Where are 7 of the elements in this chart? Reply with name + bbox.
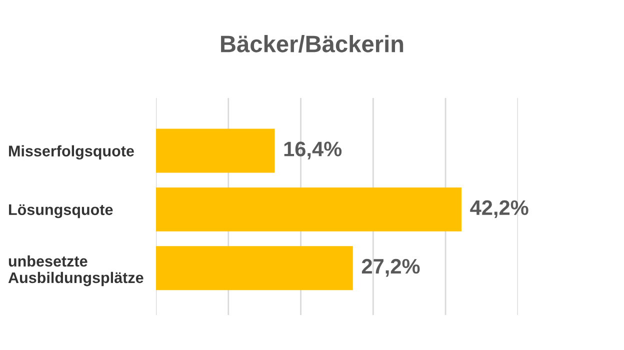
y-tick-label: unbesetzte Ausbildungsplätze — [8, 255, 144, 286]
y-tick-label: Lösungsquote — [9, 204, 113, 218]
chart-title: Bäcker/Bäckerin — [221, 35, 404, 53]
data-label: 16,4% — [284, 142, 342, 160]
data-label: 27,2% — [362, 258, 420, 277]
data-label: 42,2% — [470, 200, 528, 218]
y-tick-label: Misserfolgsquote — [9, 145, 134, 160]
